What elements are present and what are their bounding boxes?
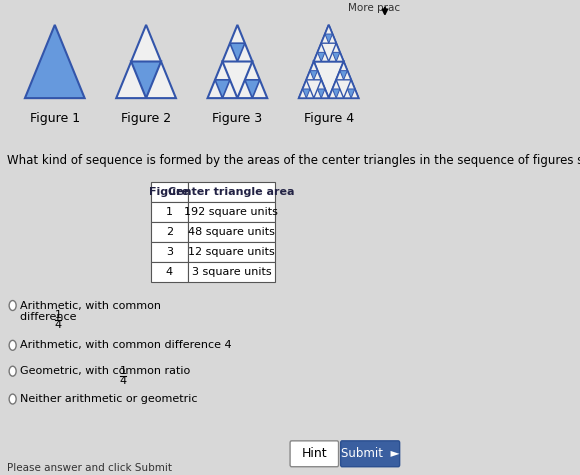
FancyBboxPatch shape xyxy=(187,242,276,262)
Text: Figure 2: Figure 2 xyxy=(121,112,171,125)
Polygon shape xyxy=(314,25,343,61)
FancyBboxPatch shape xyxy=(187,222,276,242)
FancyBboxPatch shape xyxy=(151,242,187,262)
Text: 192 square units: 192 square units xyxy=(184,207,278,217)
Text: 1: 1 xyxy=(166,207,173,217)
Text: More prac: More prac xyxy=(348,3,400,13)
Polygon shape xyxy=(303,89,310,98)
Polygon shape xyxy=(25,25,85,98)
Text: Neither arithmetic or geometric: Neither arithmetic or geometric xyxy=(20,394,197,404)
Text: Submit  ►: Submit ► xyxy=(341,447,400,460)
Text: Hint: Hint xyxy=(302,447,327,460)
FancyBboxPatch shape xyxy=(151,262,187,282)
Polygon shape xyxy=(310,71,317,80)
Text: 3 square units: 3 square units xyxy=(191,266,271,276)
FancyBboxPatch shape xyxy=(290,441,339,467)
Text: 12 square units: 12 square units xyxy=(188,247,275,257)
Text: 1: 1 xyxy=(119,366,126,376)
Polygon shape xyxy=(299,25,358,98)
FancyBboxPatch shape xyxy=(151,222,187,242)
Polygon shape xyxy=(306,80,321,98)
Circle shape xyxy=(9,394,16,404)
Text: Figure 3: Figure 3 xyxy=(212,112,263,125)
Polygon shape xyxy=(245,80,260,98)
Polygon shape xyxy=(325,34,332,43)
Polygon shape xyxy=(299,61,329,98)
Polygon shape xyxy=(317,89,325,98)
Text: Geometric, with common ratio: Geometric, with common ratio xyxy=(20,366,193,376)
Text: 4: 4 xyxy=(166,266,173,276)
Text: 1: 1 xyxy=(55,311,62,321)
Polygon shape xyxy=(332,89,340,98)
Polygon shape xyxy=(116,25,176,98)
Text: 2: 2 xyxy=(166,227,173,237)
Text: Arithmetic, with common difference 4: Arithmetic, with common difference 4 xyxy=(20,341,231,351)
FancyBboxPatch shape xyxy=(187,202,276,222)
Text: 4: 4 xyxy=(55,321,62,331)
Polygon shape xyxy=(317,52,325,61)
Polygon shape xyxy=(332,52,340,61)
Polygon shape xyxy=(347,89,355,98)
FancyBboxPatch shape xyxy=(151,182,187,202)
Polygon shape xyxy=(340,71,347,80)
Polygon shape xyxy=(321,43,336,61)
Text: What kind of sequence is formed by the areas of the center triangles in the sequ: What kind of sequence is formed by the a… xyxy=(7,154,580,167)
Circle shape xyxy=(9,366,16,376)
Text: Center triangle area: Center triangle area xyxy=(168,187,295,197)
Text: Please answer and click Submit: Please answer and click Submit xyxy=(7,463,172,473)
Polygon shape xyxy=(215,80,230,98)
Polygon shape xyxy=(230,43,245,61)
Polygon shape xyxy=(336,80,351,98)
Polygon shape xyxy=(131,61,161,98)
Circle shape xyxy=(9,301,16,311)
Circle shape xyxy=(9,341,16,350)
Polygon shape xyxy=(208,25,267,98)
Text: 48 square units: 48 square units xyxy=(188,227,275,237)
Text: Figure: Figure xyxy=(149,187,189,197)
FancyBboxPatch shape xyxy=(187,262,276,282)
Polygon shape xyxy=(314,61,343,98)
Text: Figure 1: Figure 1 xyxy=(30,112,80,125)
Text: Figure 4: Figure 4 xyxy=(304,112,354,125)
Polygon shape xyxy=(329,61,358,98)
Polygon shape xyxy=(223,61,252,98)
Text: Arithmetic, with common: Arithmetic, with common xyxy=(20,301,161,311)
Text: 3: 3 xyxy=(166,247,173,257)
FancyBboxPatch shape xyxy=(151,202,187,222)
Text: 4: 4 xyxy=(119,376,126,386)
FancyBboxPatch shape xyxy=(340,441,400,467)
Text: difference: difference xyxy=(20,313,79,323)
FancyBboxPatch shape xyxy=(187,182,276,202)
